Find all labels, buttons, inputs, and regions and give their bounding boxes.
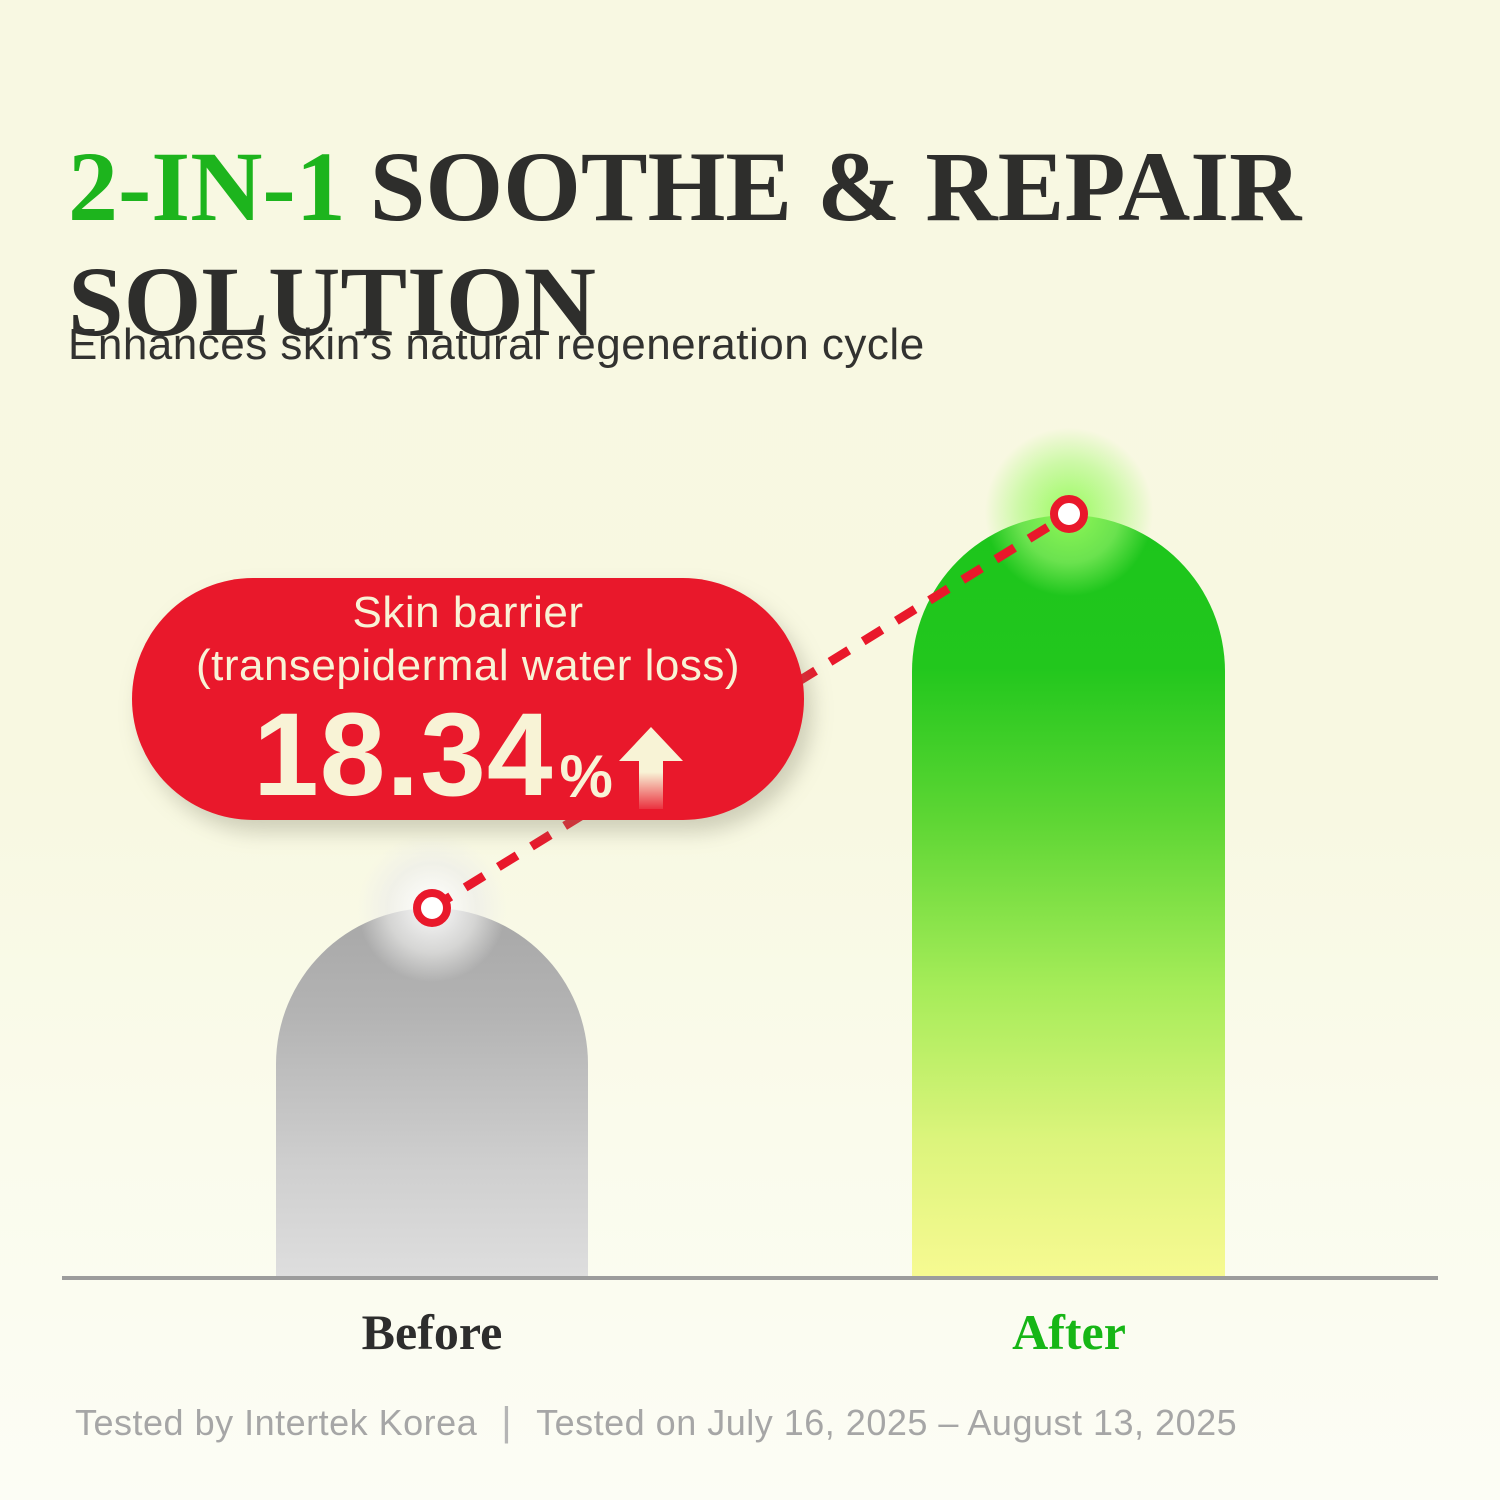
footer-separator: | — [501, 1400, 513, 1444]
chart-baseline — [62, 1276, 1438, 1280]
page-subtitle: Enhances skin’s natural regeneration cyc… — [68, 320, 925, 369]
tested-on-text: Tested on July 16, 2025 – August 13, 202… — [536, 1401, 1238, 1443]
badge-value: 18.34 — [253, 688, 554, 821]
title-line1-rest: SOOTHE & REPAIR — [369, 131, 1302, 242]
badge-value-row: 18.34 % — [253, 688, 683, 821]
stat-badge: Skin barrier (transepidermal water loss)… — [132, 578, 804, 820]
data-point-marker-after — [1050, 495, 1088, 533]
badge-metric-name: Skin barrier — [352, 588, 584, 638]
tested-by-text: Tested by Intertek Korea — [75, 1401, 478, 1443]
title-line2: SOLUTION — [68, 246, 596, 357]
bar-before — [276, 908, 588, 1278]
test-info-footer: Tested by Intertek Korea | Tested on Jul… — [75, 1400, 1455, 1445]
title-line1: 2-IN-1 SOOTHE & REPAIR — [68, 129, 1448, 244]
bar-after — [912, 515, 1225, 1278]
category-label-before: Before — [361, 1304, 503, 1360]
page-title: 2-IN-1 SOOTHE & REPAIR SOLUTION — [68, 129, 1448, 359]
up-arrow-icon — [618, 726, 683, 809]
badge-metric-detail: (transepidermal water loss) — [195, 640, 741, 690]
title-highlight: 2-IN-1 — [68, 131, 346, 242]
badge-unit: % — [559, 742, 613, 810]
data-point-marker-before — [413, 889, 451, 927]
category-label-after: After — [1012, 1304, 1126, 1360]
